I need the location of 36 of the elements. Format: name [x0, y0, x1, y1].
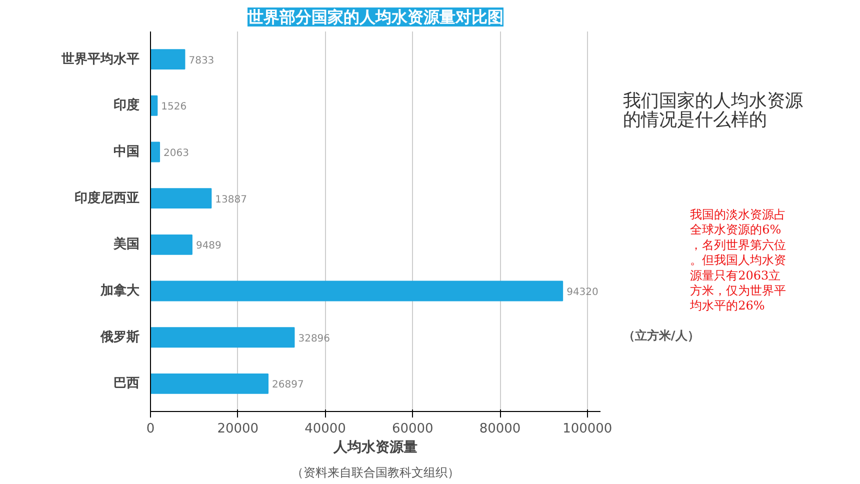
- text: 我国的淡水资源占全球水资源的6%，名列世界第六位。但我国人均水资源量只有2063立方米，仅为世界平均水平的26%: [689, 208, 786, 313]
- y-tick-label: 俄罗斯: [100, 330, 140, 345]
- bar: [150, 142, 160, 162]
- x-axis-title: 人均水资源量: [332, 440, 418, 456]
- data-label: 9489: [196, 240, 222, 252]
- bar: [150, 373, 269, 394]
- x-tick-label: 80000: [479, 422, 521, 436]
- data-label: 32896: [298, 333, 330, 344]
- x-tick-label: 40000: [304, 422, 346, 436]
- y-tick-label: 中国: [114, 144, 140, 160]
- bar: [150, 327, 295, 348]
- data-label: 94320: [566, 287, 598, 298]
- y-tick-label: 巴西: [114, 376, 140, 392]
- data-label: 26897: [272, 380, 304, 391]
- y-tick-label: 印度: [114, 97, 140, 114]
- bar: [150, 234, 192, 255]
- y-tick-label: 加拿大: [100, 282, 140, 299]
- bar: [150, 95, 158, 116]
- bar: [150, 280, 564, 302]
- x-tick-label: 100000: [562, 422, 612, 436]
- x-tick-label: 20000: [217, 422, 259, 436]
- text: （资料来自联合国教科文组织）: [292, 466, 460, 480]
- x-tick-label: 60000: [392, 422, 434, 436]
- bar: [150, 49, 186, 70]
- text: （立方米/人）: [622, 328, 700, 342]
- y-tick-label: 世界平均水平: [60, 52, 140, 67]
- chart-title: 世界部分国家的人均水资源量对比图: [246, 8, 504, 26]
- text: 我们国家的人均水资源的情况是什么样的: [622, 90, 803, 130]
- data-label: 1526: [161, 102, 187, 113]
- y-tick-label: 印度尼西亚: [74, 190, 140, 206]
- x-tick-label: 0: [146, 422, 155, 436]
- data-label: 13887: [215, 194, 247, 206]
- data-label: 2063: [164, 148, 189, 159]
- y-tick-label: 美国: [112, 236, 140, 252]
- bar: [150, 188, 212, 209]
- data-label: 7833: [188, 55, 214, 66]
